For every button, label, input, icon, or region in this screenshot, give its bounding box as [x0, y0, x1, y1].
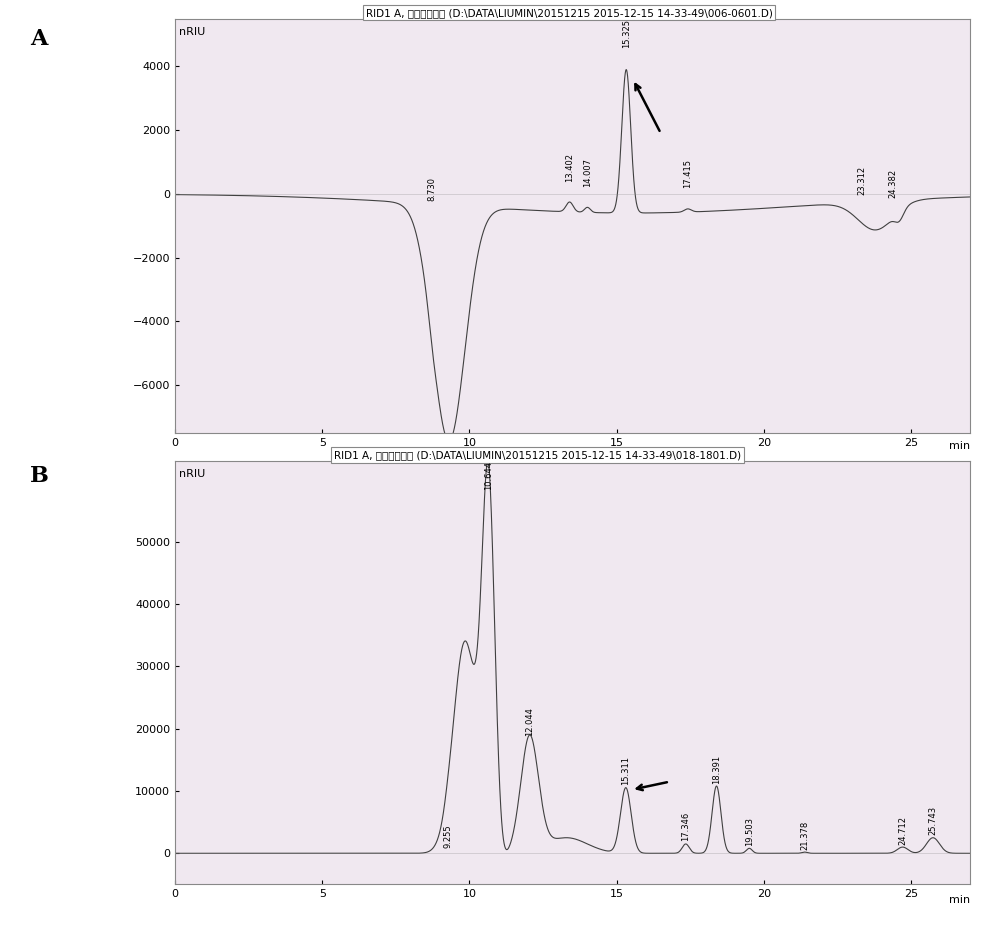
Text: min: min	[949, 441, 970, 452]
Text: RID1 A, 示差折光信号 (D:\DATA\LIUMIN\20151215 2015-12-15 14-33-49\006-0601.D): RID1 A, 示差折光信号 (D:\DATA\LIUMIN\20151215 …	[366, 7, 773, 18]
Text: 12.044: 12.044	[525, 707, 534, 735]
Text: nRIU: nRIU	[179, 27, 205, 37]
Text: RID1 A, 示差折光信号 (D:\DATA\LIUMIN\20151215 2015-12-15 14-33-49\018-1801.D): RID1 A, 示差折光信号 (D:\DATA\LIUMIN\20151215 …	[334, 450, 741, 460]
Text: 19.503: 19.503	[745, 816, 754, 846]
Text: 8.730: 8.730	[428, 177, 437, 201]
Text: 15.311: 15.311	[621, 756, 630, 786]
Text: 24.712: 24.712	[898, 816, 907, 844]
Text: nRIU: nRIU	[179, 469, 205, 479]
Text: 25.743: 25.743	[928, 806, 937, 835]
Text: 17.346: 17.346	[681, 812, 690, 842]
Text: 10.644: 10.644	[484, 461, 493, 490]
Text: 14.007: 14.007	[583, 157, 592, 186]
Text: 15.325: 15.325	[622, 19, 631, 47]
Text: 13.402: 13.402	[565, 153, 574, 182]
Text: 9.255: 9.255	[443, 824, 452, 848]
Text: min: min	[949, 895, 970, 905]
Text: A: A	[30, 28, 47, 50]
Text: 18.391: 18.391	[712, 754, 721, 784]
Text: 17.415: 17.415	[683, 159, 692, 188]
Text: 23.312: 23.312	[857, 166, 866, 195]
Text: 21.378: 21.378	[800, 820, 809, 850]
Text: B: B	[30, 466, 49, 488]
Text: 24.382: 24.382	[888, 169, 897, 197]
